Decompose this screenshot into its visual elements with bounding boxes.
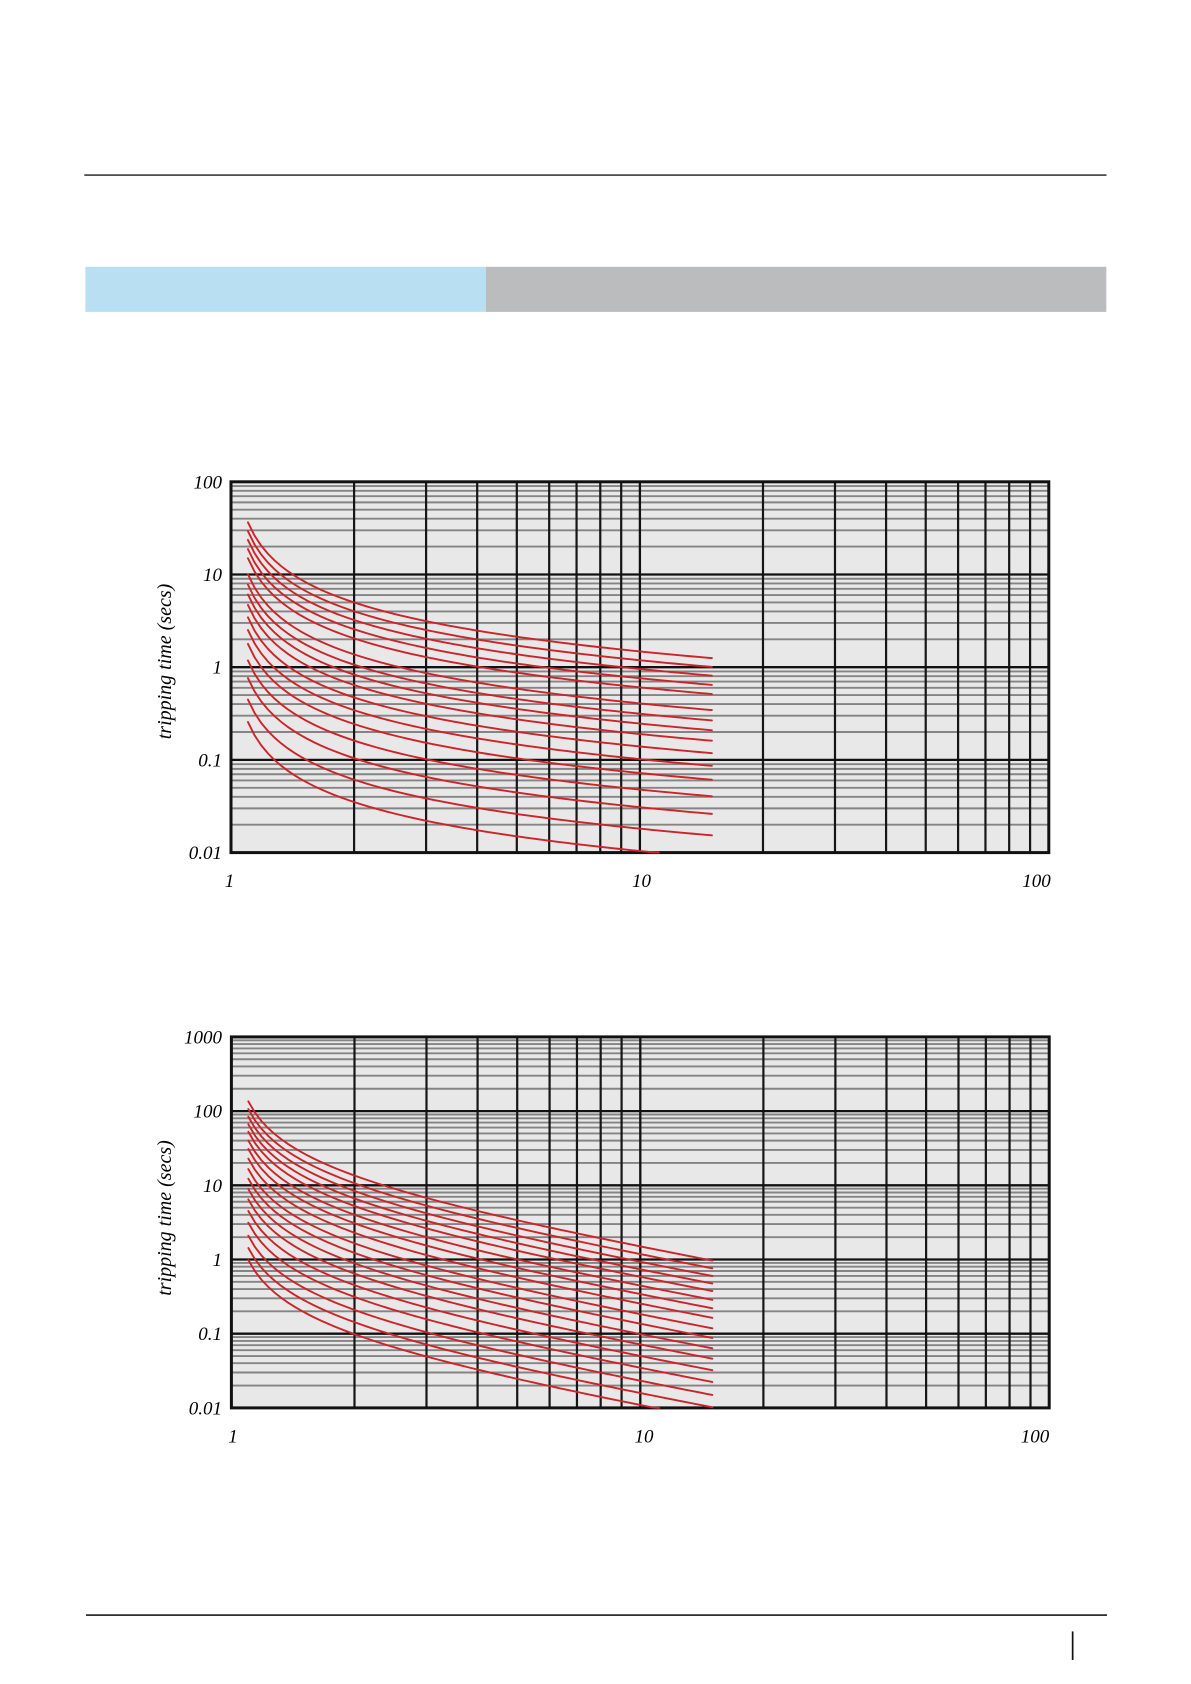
svg-text:tripping time (secs): tripping time (secs) xyxy=(154,1140,176,1296)
svg-text:1: 1 xyxy=(213,1250,223,1271)
svg-text:100: 100 xyxy=(1022,871,1051,892)
svg-text:1: 1 xyxy=(225,871,235,892)
svg-text:0.1: 0.1 xyxy=(198,750,222,771)
svg-text:10: 10 xyxy=(632,871,652,892)
svg-text:10: 10 xyxy=(635,1426,655,1447)
svg-text:10: 10 xyxy=(203,565,223,586)
svg-text:100: 100 xyxy=(1021,1426,1050,1447)
svg-text:tripping time (secs): tripping time (secs) xyxy=(154,583,176,739)
svg-text:100: 100 xyxy=(194,472,223,493)
svg-text:0.1: 0.1 xyxy=(198,1324,222,1345)
svg-text:0.01: 0.01 xyxy=(189,1398,222,1419)
svg-text:10: 10 xyxy=(203,1176,223,1197)
svg-text:0.01: 0.01 xyxy=(189,843,222,864)
svg-text:1000: 1000 xyxy=(184,1027,223,1048)
svg-text:1: 1 xyxy=(213,658,223,679)
svg-text:100: 100 xyxy=(194,1102,223,1123)
svg-text:1: 1 xyxy=(228,1426,238,1447)
